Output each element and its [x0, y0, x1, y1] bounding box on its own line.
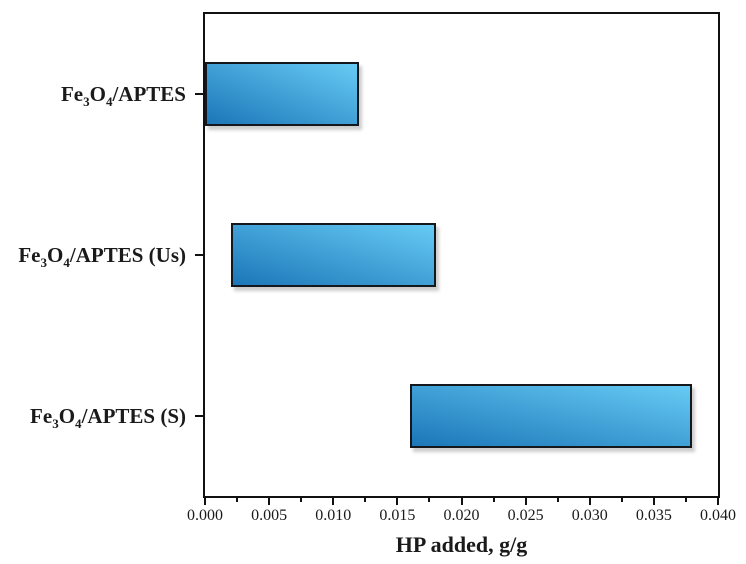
x-axis-major-tick — [268, 498, 271, 505]
y-axis-tick-3 — [195, 414, 203, 417]
category-label-1: Fe3O4/APTES — [0, 81, 186, 110]
category-label-text: Fe — [18, 243, 41, 267]
x-axis-tick-label: 0.035 — [635, 507, 672, 524]
x-axis-minor-tick — [300, 498, 303, 502]
y-axis-tick-2 — [195, 254, 203, 256]
category-label-text: /APTES — [112, 82, 186, 107]
x-axis-major-tick — [204, 498, 206, 505]
x-axis-minor-tick — [364, 498, 367, 502]
x-axis-tick-label: 0.025 — [507, 507, 544, 524]
x-axis-tick-label: 0.040 — [700, 507, 736, 524]
x-axis-minor-tick — [556, 498, 559, 502]
x-axis-major-tick — [588, 498, 591, 505]
x-axis-tick-label: 0.000 — [187, 507, 223, 524]
x-axis-minor-tick — [620, 498, 623, 502]
category-label-text: Fe — [60, 82, 84, 107]
x-axis-tick-label: 0.020 — [443, 507, 480, 524]
category-label-text: O — [47, 243, 64, 267]
category-label-subscript: 3 — [83, 94, 90, 110]
category-label-text: Fe — [30, 403, 53, 428]
category-label-subscript: 3 — [40, 255, 48, 271]
bar-3 — [410, 383, 693, 448]
x-axis-major-tick — [524, 498, 527, 505]
category-label-text: O — [89, 82, 106, 107]
x-axis-major-tick — [332, 498, 335, 505]
category-label-text: /APTES (Us) — [69, 243, 186, 267]
category-label-subscript: 4 — [105, 94, 113, 110]
x-axis-major-tick — [652, 498, 655, 505]
x-axis-tick-label: 0.015 — [379, 507, 416, 524]
x-axis-major-tick — [396, 498, 399, 505]
category-label-subscript: 4 — [63, 255, 70, 271]
bar-1 — [205, 62, 359, 127]
x-axis-minor-tick — [492, 498, 495, 502]
bar-2 — [230, 223, 436, 287]
x-axis-minor-tick — [236, 498, 239, 502]
category-label-text: O — [58, 403, 76, 428]
y-axis-tick-1 — [195, 93, 203, 96]
x-axis-minor-tick — [684, 498, 687, 502]
x-axis-minor-tick — [428, 498, 431, 502]
category-label-3: Fe3O4/APTES (S) — [0, 403, 186, 431]
x-axis-tick-label: 0.010 — [315, 507, 352, 524]
x-axis-major-tick — [460, 498, 463, 505]
x-axis-major-tick — [717, 498, 719, 505]
x-axis-title: HP added, g/g — [395, 532, 528, 557]
category-label-2: Fe3O4/APTES (Us) — [0, 242, 186, 271]
category-label-text: /APTES (S) — [81, 403, 186, 428]
category-label-subscript: 3 — [52, 415, 59, 431]
plot-area — [203, 12, 720, 498]
x-axis-tick-label: 0.005 — [251, 507, 288, 524]
category-label-subscript: 4 — [75, 415, 82, 431]
x-axis-tick-label: 0.030 — [571, 507, 608, 524]
